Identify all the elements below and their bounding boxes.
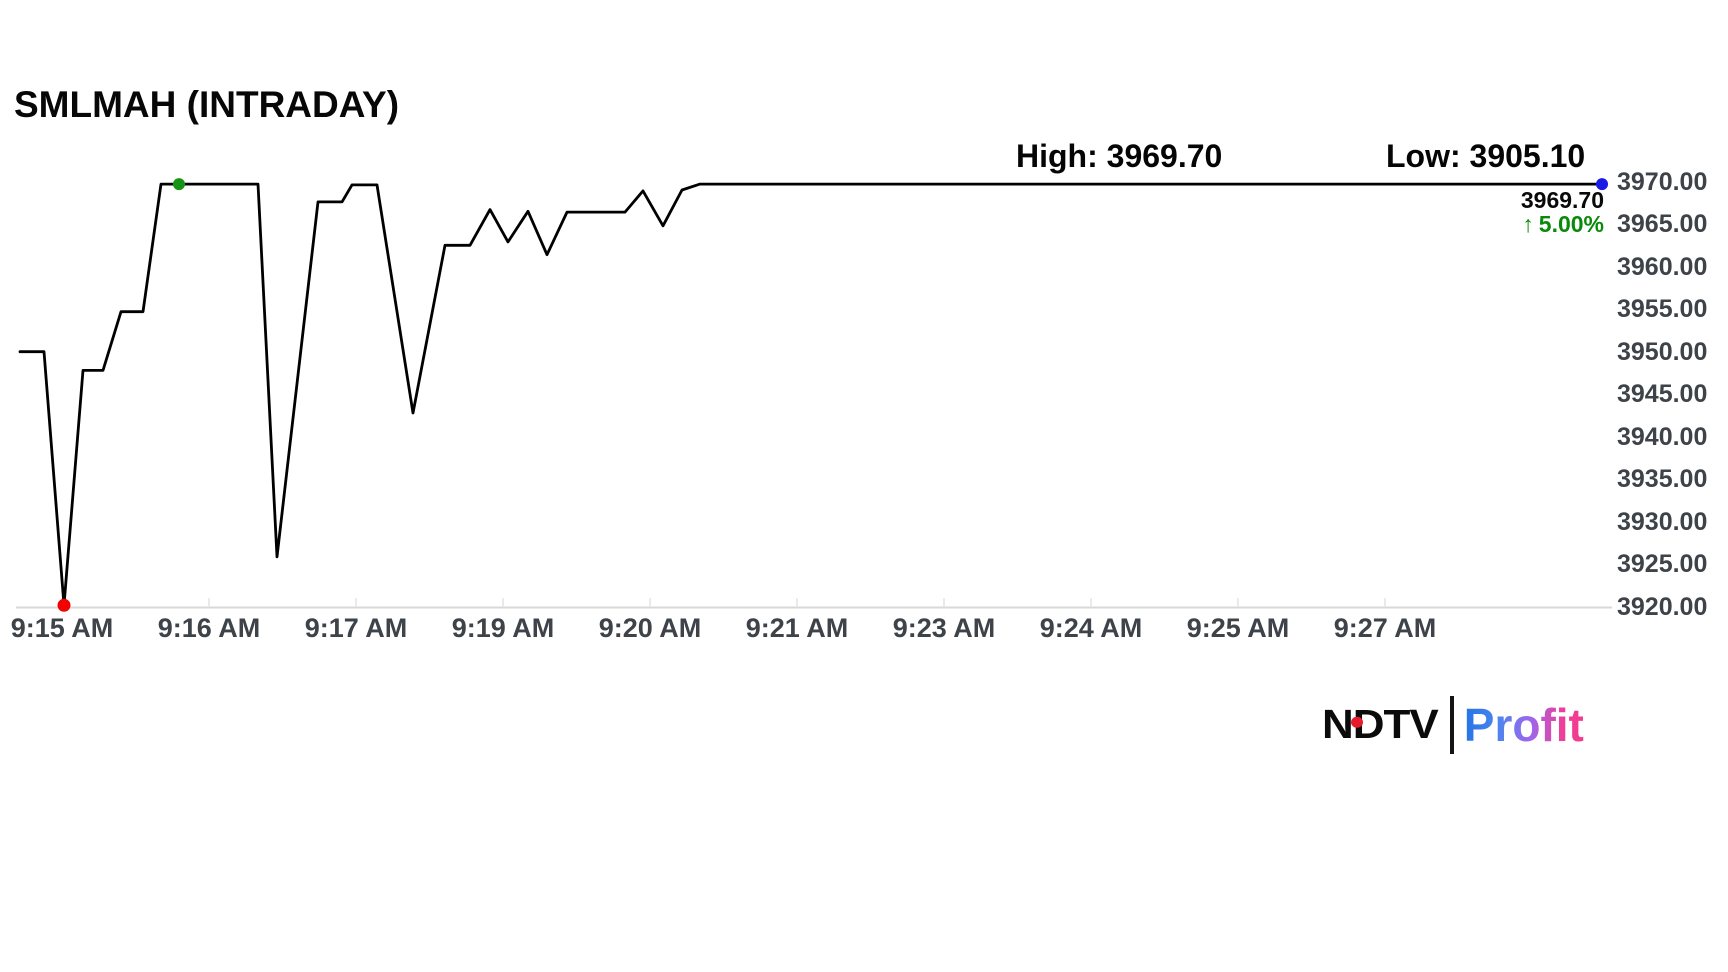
low-value-label: Low: 3905.10: [1386, 138, 1586, 174]
high-marker: [173, 178, 185, 191]
last-price-label: 3969.70: [1520, 187, 1604, 213]
last-marker: [1596, 178, 1608, 191]
y-tick-label: 3950.00: [1617, 338, 1708, 366]
ndtv-profit-logo: NDTV Profit: [1322, 690, 1584, 760]
y-tick-label: 3925.00: [1617, 550, 1708, 578]
change-percent-value: 5.00%: [1538, 211, 1604, 237]
x-tick-label: 9:21 AM: [745, 613, 849, 643]
profit-wordmark: Profit: [1463, 699, 1584, 751]
y-tick-label: 3955.00: [1617, 295, 1708, 323]
y-tick-label: 3935.00: [1617, 465, 1708, 493]
ndtv-red-dot-icon: [1351, 716, 1363, 728]
change-percent-label: ↑ 5.00%: [1522, 211, 1604, 238]
low-marker: [57, 598, 71, 612]
y-tick-label: 3930.00: [1617, 508, 1708, 536]
x-axis-ticks: [61, 598, 1386, 607]
y-tick-label: 3945.00: [1617, 380, 1708, 408]
y-tick-label: 3960.00: [1617, 253, 1708, 281]
markers: [57, 178, 1608, 612]
ndtv-wordmark: NDTV: [1322, 702, 1439, 748]
logo-divider: [1449, 696, 1454, 754]
ndtv-letter-n: N: [1322, 702, 1354, 748]
x-tick-label: 9:20 AM: [598, 613, 702, 643]
y-tick-label: 3940.00: [1617, 423, 1708, 451]
x-tick-label: 9:27 AM: [1333, 613, 1437, 643]
x-tick-label: 9:25 AM: [1186, 613, 1290, 643]
ndtv-letters-dtv: DTV: [1352, 702, 1439, 748]
y-tick-label: 3970.00: [1617, 168, 1708, 196]
x-tick-label: 9:23 AM: [892, 613, 996, 643]
x-tick-label: 9:17 AM: [304, 613, 408, 643]
y-tick-label: 3920.00: [1617, 593, 1708, 621]
x-tick-label: 9:24 AM: [1039, 613, 1143, 643]
x-tick-label: 9:16 AM: [157, 613, 261, 643]
y-tick-label: 3965.00: [1617, 210, 1708, 238]
page-title: SMLMAH (INTRADAY): [14, 84, 400, 125]
x-tick-label: 9:19 AM: [451, 613, 555, 643]
high-value-label: High: 3969.70: [1016, 138, 1223, 174]
up-arrow-icon: ↑: [1522, 211, 1534, 237]
price-line: [18, 182, 1604, 607]
x-tick-label: 9:15 AM: [10, 613, 114, 643]
